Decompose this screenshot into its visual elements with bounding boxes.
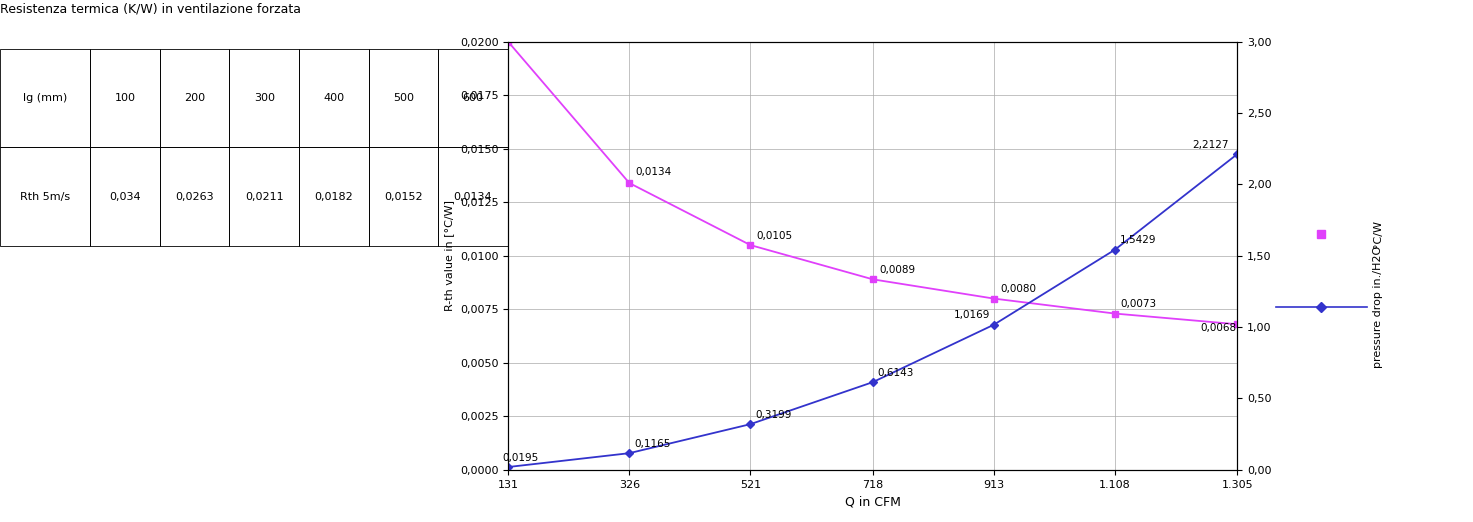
Text: 0,0211: 0,0211 xyxy=(245,192,283,201)
Text: 0,1165: 0,1165 xyxy=(635,439,670,449)
Text: 0,0134: 0,0134 xyxy=(635,167,672,176)
Text: 0,0263: 0,0263 xyxy=(175,192,214,201)
X-axis label: Q in CFM: Q in CFM xyxy=(846,495,900,508)
Text: 300: 300 xyxy=(253,93,275,103)
Text: 400: 400 xyxy=(323,93,345,103)
Text: 600: 600 xyxy=(463,93,483,103)
Text: 1,5429: 1,5429 xyxy=(1119,235,1156,245)
Text: 0,0195: 0,0195 xyxy=(502,453,538,462)
Text: Rth 5m/s: Rth 5m/s xyxy=(21,192,71,201)
Y-axis label: R-th value in [°C/W]: R-th value in [°C/W] xyxy=(445,200,454,311)
Text: 0,0080: 0,0080 xyxy=(1000,284,1036,294)
Text: 0,0089: 0,0089 xyxy=(879,265,915,275)
Text: Resistenza termica (K/W) in ventilazione forzata: Resistenza termica (K/W) in ventilazione… xyxy=(0,3,300,16)
Text: 0,0182: 0,0182 xyxy=(314,192,354,201)
Text: 0,0134: 0,0134 xyxy=(454,192,492,201)
Text: 0,0073: 0,0073 xyxy=(1119,299,1156,309)
Text: 0,0152: 0,0152 xyxy=(384,192,423,201)
Text: 1,0169: 1,0169 xyxy=(953,311,990,321)
Text: 0,6143: 0,6143 xyxy=(878,368,915,378)
Text: 200: 200 xyxy=(184,93,205,103)
Text: 0,0068: 0,0068 xyxy=(1200,323,1236,333)
Text: 100: 100 xyxy=(115,93,136,103)
Text: 500: 500 xyxy=(393,93,414,103)
Text: lg (mm): lg (mm) xyxy=(24,93,68,103)
Text: °C/W: °C/W xyxy=(1373,220,1383,248)
Text: pressure drop in./H2O: pressure drop in./H2O xyxy=(1373,246,1383,368)
Text: 2,2127: 2,2127 xyxy=(1193,140,1228,150)
Text: 0,3199: 0,3199 xyxy=(756,410,792,420)
Text: 0,0105: 0,0105 xyxy=(757,231,792,241)
Text: 0,034: 0,034 xyxy=(109,192,141,201)
